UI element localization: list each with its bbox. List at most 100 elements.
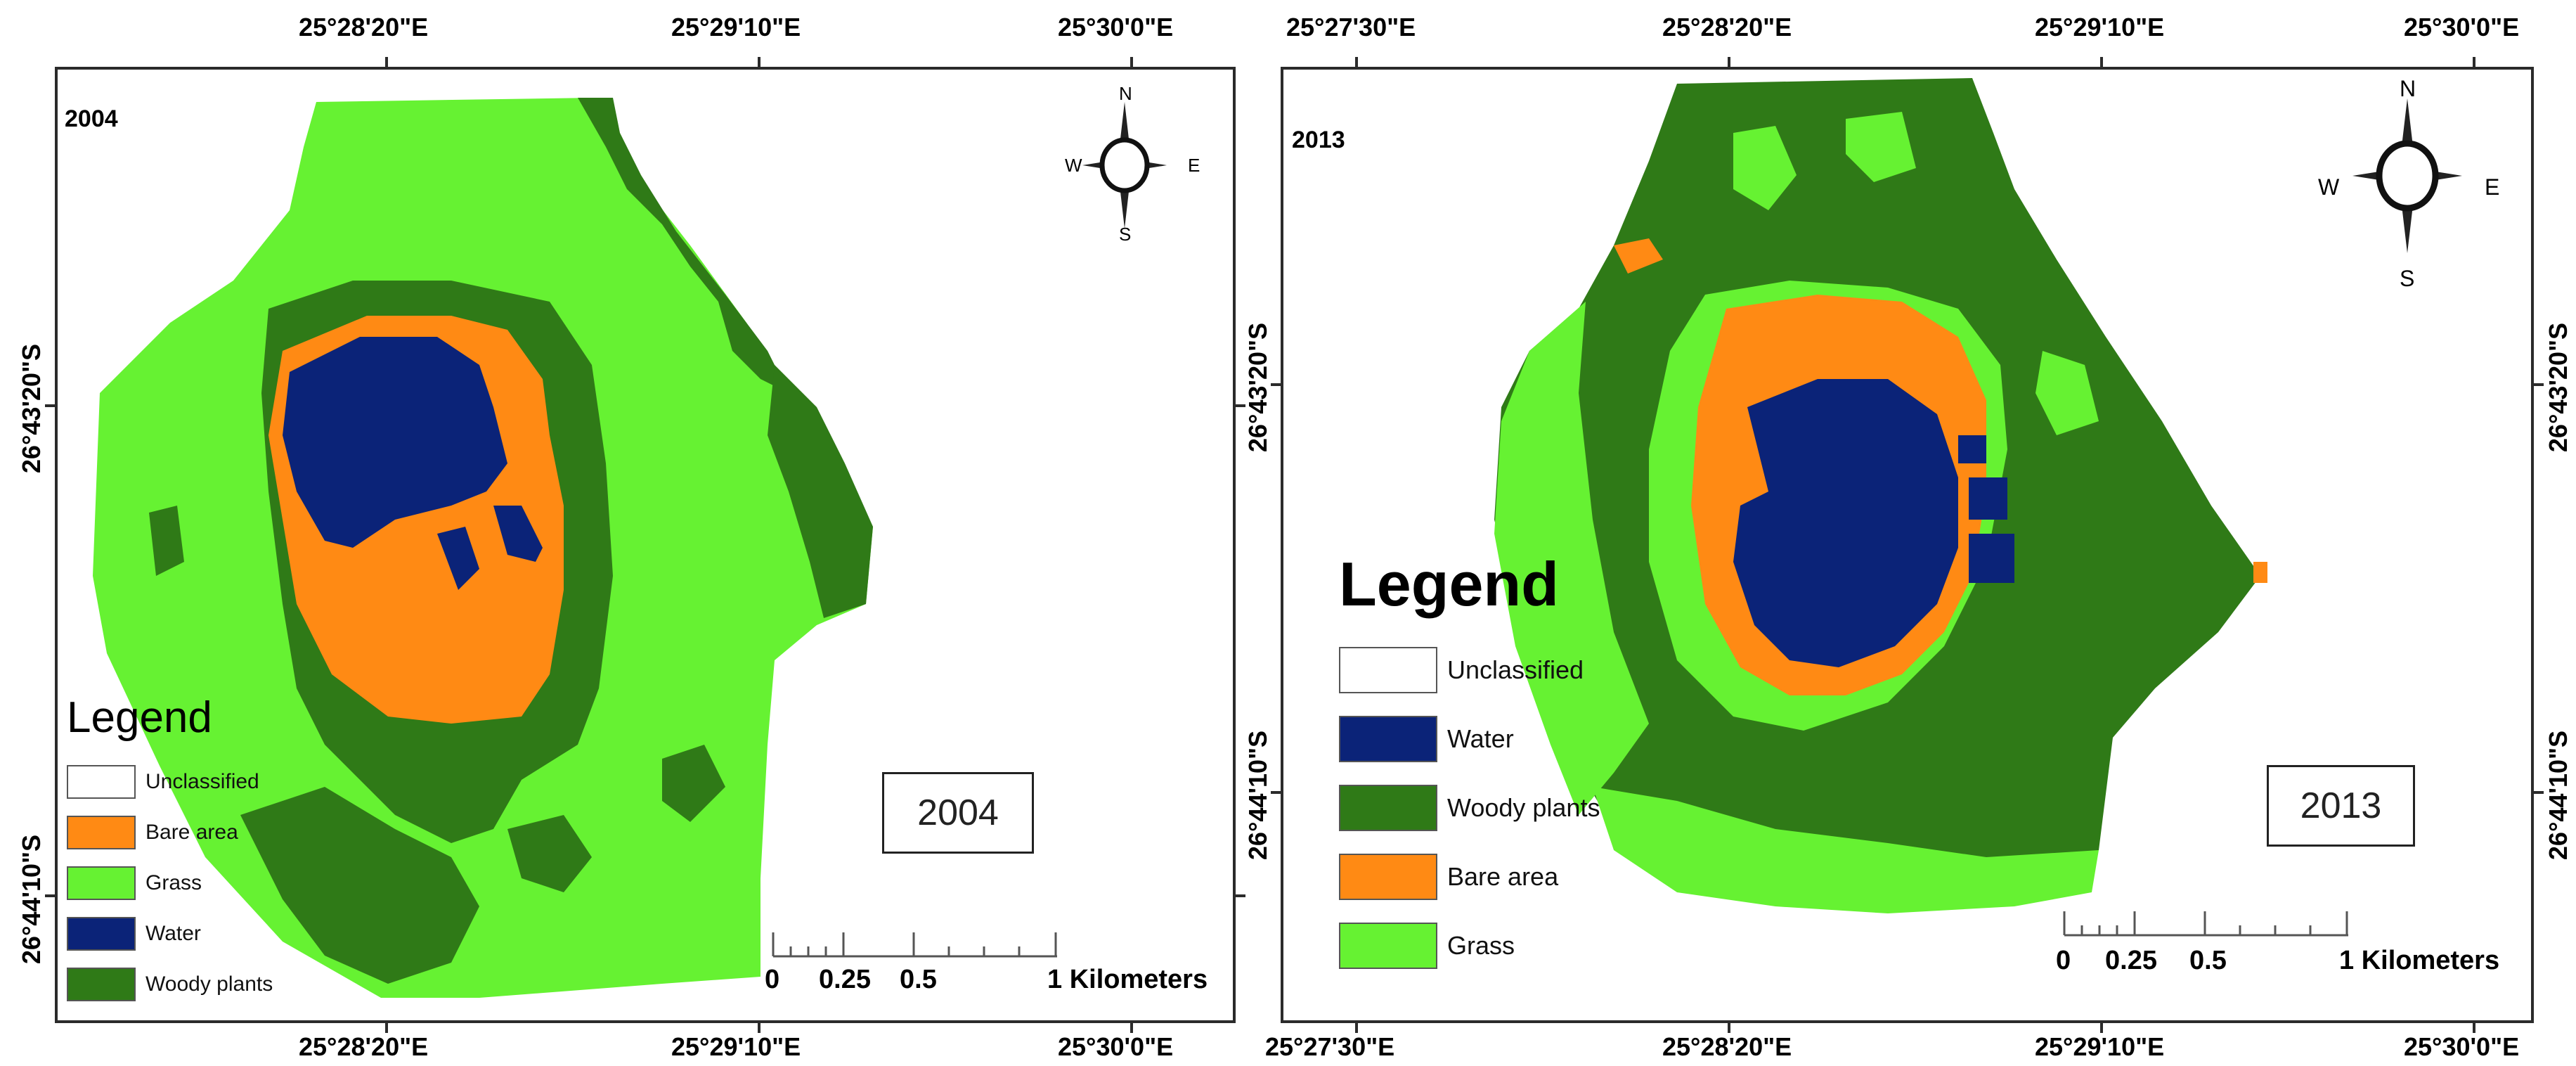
- frame-tick: [1271, 383, 1282, 386]
- scale-label-025: 0.25: [2105, 946, 2157, 975]
- legend-swatch-unclassified: [67, 765, 136, 799]
- year-label: 2004: [65, 105, 118, 132]
- legend-swatch-grass: [1339, 923, 1437, 969]
- frame-tick: [385, 1022, 388, 1033]
- top-tick-label-1: 25°28'20"E: [299, 13, 429, 41]
- water-region: [1969, 534, 2014, 583]
- frame-tick: [1728, 1022, 1730, 1033]
- legend-swatch-grass: [67, 866, 136, 900]
- right-tick-label-2: 26°44'10"S: [2544, 730, 2572, 861]
- legend-label: Grass: [1447, 931, 1515, 960]
- legend-swatch-unclassified: [1339, 647, 1437, 693]
- legend-item: Woody plants: [1339, 785, 1600, 831]
- woody-region: [507, 815, 592, 892]
- legend-item: Grass: [67, 866, 202, 900]
- legend-label: Bare area: [1447, 862, 1559, 891]
- scale-label-0: 0: [765, 965, 780, 994]
- legend-swatch-water: [1339, 716, 1437, 762]
- legend-item: Water: [1339, 716, 1514, 762]
- land-cover-map-2004: [93, 98, 873, 998]
- bottom-tick-label-3: 25°29'10"E: [2035, 1032, 2165, 1061]
- bottom-tick-label-2: 25°29'10"E: [671, 1032, 801, 1061]
- legend-label: Woody plants: [1447, 793, 1600, 822]
- frame-tick: [2100, 1022, 2103, 1033]
- compass-south: S: [2400, 266, 2415, 291]
- legend-item: Bare area: [67, 816, 238, 849]
- land-cover-map-2013: [1494, 78, 2267, 913]
- scale-label-05: 0.5: [900, 965, 937, 994]
- legend-label: Bare area: [145, 821, 238, 844]
- frame-tick: [2532, 383, 2544, 386]
- frame-tick: [1130, 1022, 1133, 1033]
- bare-region: [1614, 238, 1663, 274]
- woody-region: [578, 98, 789, 393]
- legend-label: Woody plants: [145, 972, 273, 996]
- legend-label: Water: [145, 922, 201, 945]
- scale-label-05: 0.5: [2189, 946, 2227, 975]
- top-tick-label-1: 25°27'30"E: [1286, 13, 1416, 41]
- legend-label: Unclassified: [145, 770, 259, 793]
- top-tick-label-4: 25°30'0"E: [2404, 13, 2520, 41]
- scale-label-1km: 1 Kilometers: [1047, 965, 1208, 994]
- frame-tick: [45, 894, 56, 897]
- scale-label-1km: 1 Kilometers: [2339, 946, 2500, 975]
- legend-item: Bare area: [1339, 854, 1558, 900]
- scale-bar: [2063, 911, 2348, 937]
- compass-north: N: [1119, 83, 1132, 104]
- top-tick-label-2: 25°28'20"E: [1662, 13, 1792, 41]
- compass-rose-icon: [2352, 98, 2462, 253]
- year-box: 2013: [2267, 765, 2415, 847]
- left-tick-label-2: 26°44'10"S: [17, 834, 46, 965]
- scale-label-0: 0: [2056, 946, 2071, 975]
- frame-tick: [758, 57, 760, 68]
- frame-tick: [1355, 57, 1358, 68]
- legend-swatch-woody: [1339, 785, 1437, 831]
- top-tick-label-3: 25°29'10"E: [2035, 13, 2165, 41]
- water-region: [493, 506, 543, 562]
- grass-region: [1593, 787, 2099, 913]
- compass-north: N: [2400, 76, 2416, 101]
- compass-rose-icon: [1082, 102, 1167, 229]
- frame-tick: [1271, 791, 1282, 794]
- legend-title: Legend: [67, 693, 212, 742]
- legend-swatch-water: [67, 917, 136, 951]
- frame-tick: [1234, 894, 1245, 897]
- frame-tick: [2473, 1022, 2475, 1033]
- frame-tick: [1355, 1022, 1358, 1033]
- legend-item: Grass: [1339, 923, 1515, 969]
- scale-bar: [772, 932, 1057, 958]
- woody-region: [240, 787, 479, 984]
- top-tick-label-2: 25°29'10"E: [671, 13, 801, 41]
- left-tick-label-1: 26°43'20"S: [1243, 322, 1272, 453]
- frame-tick: [1130, 57, 1133, 68]
- water-region: [437, 527, 479, 590]
- frame-tick: [385, 57, 388, 68]
- frame-tick: [2473, 57, 2475, 68]
- year-label: 2013: [1292, 127, 1345, 153]
- legend-label: Water: [1447, 724, 1514, 753]
- frame-tick: [758, 1022, 760, 1033]
- frame-tick: [2532, 791, 2544, 794]
- woody-region: [768, 365, 873, 618]
- bottom-tick-label-4: 25°30'0"E: [2404, 1032, 2520, 1061]
- water-region: [1969, 477, 2007, 520]
- grass-region: [1494, 302, 1649, 815]
- legend-title: Legend: [1339, 549, 1559, 619]
- frame-tick: [1728, 57, 1730, 68]
- legend-swatch-bare: [67, 816, 136, 849]
- legend-item: Unclassified: [1339, 647, 1584, 693]
- legend-item: Water: [67, 917, 201, 951]
- legend-label: Unclassified: [1447, 655, 1584, 684]
- grass-region: [1846, 112, 1916, 182]
- bare-region: [2253, 562, 2267, 583]
- top-tick-label-3: 25°30'0"E: [1058, 13, 1174, 41]
- left-tick-label-1: 26°43'20"S: [17, 343, 46, 474]
- water-region: [1733, 379, 1958, 667]
- water-region: [1958, 435, 1986, 463]
- bottom-tick-label-2: 25°28'20"E: [1662, 1032, 1792, 1061]
- bottom-tick-label-3: 25°30'0"E: [1058, 1032, 1174, 1061]
- compass-east: E: [2485, 174, 2500, 200]
- grass-region: [1733, 126, 1797, 210]
- woody-region: [662, 745, 725, 822]
- woody-region: [149, 506, 184, 576]
